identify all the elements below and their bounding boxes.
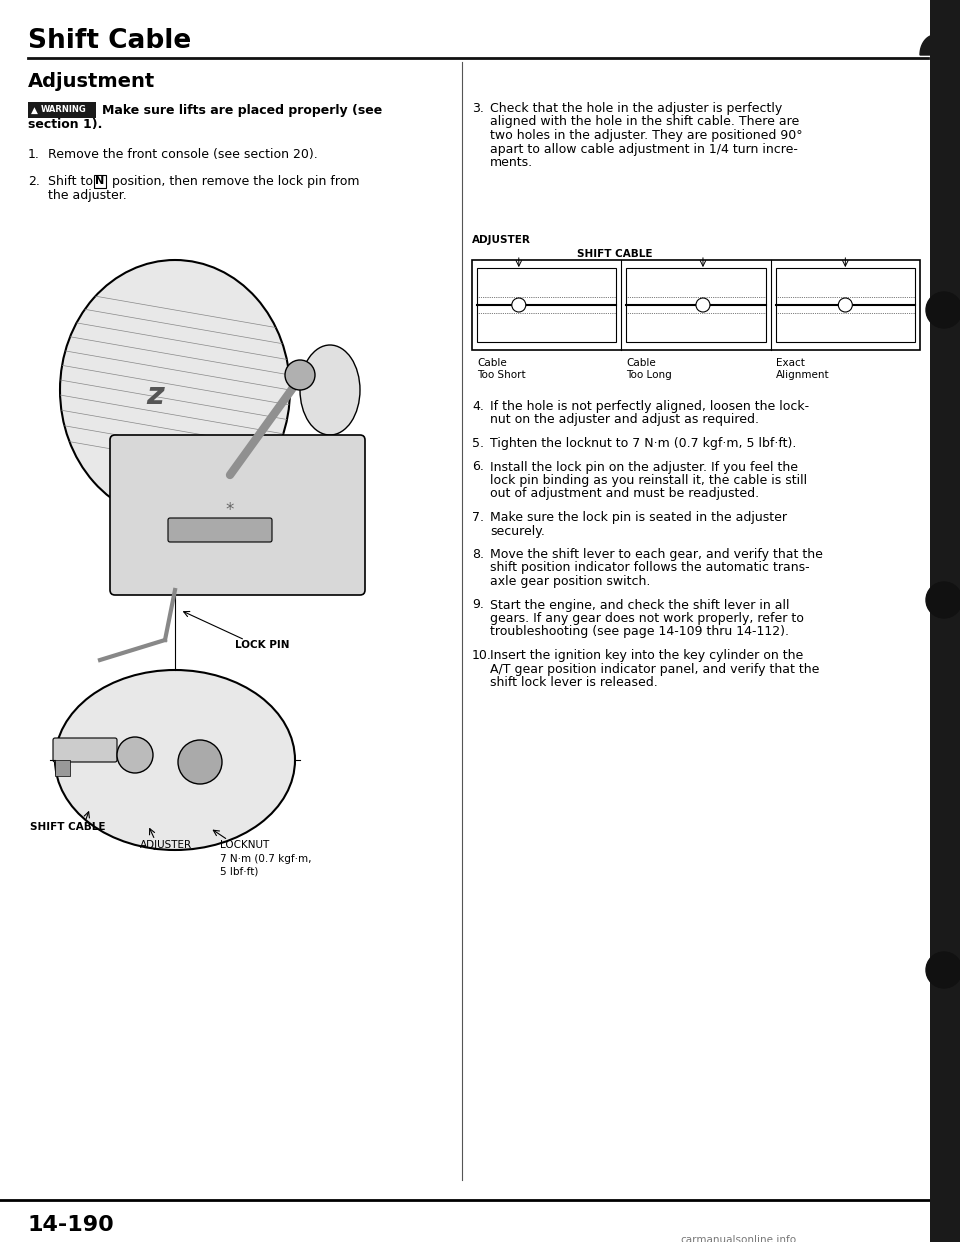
Text: section 1).: section 1). <box>28 118 103 130</box>
Text: Check that the hole in the adjuster is perfectly: Check that the hole in the adjuster is p… <box>490 102 782 116</box>
Text: lock pin binding as you reinstall it, the cable is still: lock pin binding as you reinstall it, th… <box>490 474 807 487</box>
Text: z: z <box>146 380 164 410</box>
Text: out of adjustment and must be readjusted.: out of adjustment and must be readjusted… <box>490 488 759 501</box>
Text: shift position indicator follows the automatic trans-: shift position indicator follows the aut… <box>490 561 809 575</box>
Bar <box>776 268 915 342</box>
Text: If the hole is not perfectly aligned, loosen the lock-: If the hole is not perfectly aligned, lo… <box>490 400 809 414</box>
FancyBboxPatch shape <box>110 435 365 595</box>
FancyBboxPatch shape <box>168 518 272 542</box>
Circle shape <box>178 740 222 784</box>
Text: Tighten the locknut to 7 N·m (0.7 kgf·m, 5 lbf·ft).: Tighten the locknut to 7 N·m (0.7 kgf·m,… <box>490 437 797 450</box>
Text: Start the engine, and check the shift lever in all: Start the engine, and check the shift le… <box>490 599 789 611</box>
Ellipse shape <box>55 669 295 850</box>
Text: 1.: 1. <box>28 148 40 161</box>
Text: A/T gear position indicator panel, and verify that the: A/T gear position indicator panel, and v… <box>490 662 820 676</box>
Circle shape <box>926 582 960 619</box>
Text: Exact: Exact <box>776 358 804 368</box>
FancyBboxPatch shape <box>53 738 117 763</box>
Circle shape <box>512 298 526 312</box>
Text: SHIFT CABLE: SHIFT CABLE <box>30 822 106 832</box>
Text: SHIFT CABLE: SHIFT CABLE <box>577 248 653 260</box>
Text: 14-190: 14-190 <box>28 1215 115 1235</box>
Text: 7.: 7. <box>472 510 484 524</box>
Circle shape <box>926 953 960 987</box>
Text: securely.: securely. <box>490 524 545 538</box>
Text: 8.: 8. <box>472 548 484 561</box>
Text: Shift to: Shift to <box>48 175 97 188</box>
Text: Install the lock pin on the adjuster. If you feel the: Install the lock pin on the adjuster. If… <box>490 461 798 473</box>
Text: 2.: 2. <box>28 175 40 188</box>
Text: Alignment: Alignment <box>776 370 829 380</box>
Text: Insert the ignition key into the key cylinder on the: Insert the ignition key into the key cyl… <box>490 650 804 662</box>
Bar <box>94 175 106 188</box>
Text: Adjustment: Adjustment <box>28 72 156 91</box>
Text: Too Long: Too Long <box>626 370 672 380</box>
Text: 7 N·m (0.7 kgf·m,: 7 N·m (0.7 kgf·m, <box>220 854 311 864</box>
Bar <box>28 102 96 118</box>
Bar <box>472 260 920 350</box>
Text: two holes in the adjuster. They are positioned 90°: two holes in the adjuster. They are posi… <box>490 129 803 142</box>
Text: carmanualsonline.info: carmanualsonline.info <box>680 1235 796 1242</box>
Text: nut on the adjuster and adjust as required.: nut on the adjuster and adjust as requir… <box>490 414 759 426</box>
Text: Remove the front console (see section 20).: Remove the front console (see section 20… <box>48 148 318 161</box>
Text: gears. If any gear does not work properly, refer to: gears. If any gear does not work properl… <box>490 612 804 625</box>
Text: LOCK PIN: LOCK PIN <box>235 640 290 650</box>
Bar <box>55 760 70 776</box>
Text: 4.: 4. <box>472 400 484 414</box>
Text: position, then remove the lock pin from: position, then remove the lock pin from <box>108 175 359 188</box>
Text: troubleshooting (see page 14-109 thru 14-112).: troubleshooting (see page 14-109 thru 14… <box>490 626 789 638</box>
Text: apart to allow cable adjustment in 1/4 turn incre-: apart to allow cable adjustment in 1/4 t… <box>490 143 798 155</box>
Circle shape <box>926 292 960 328</box>
Text: 6.: 6. <box>472 461 484 473</box>
Text: Make sure lifts are placed properly (see: Make sure lifts are placed properly (see <box>102 104 382 117</box>
Text: 3.: 3. <box>472 102 484 116</box>
Text: the adjuster.: the adjuster. <box>48 189 127 202</box>
Bar <box>930 0 960 1242</box>
Text: *: * <box>226 501 234 519</box>
Ellipse shape <box>60 260 290 520</box>
Text: 5 lbf·ft): 5 lbf·ft) <box>220 867 258 877</box>
Text: Cable: Cable <box>626 358 656 368</box>
Text: Too Short: Too Short <box>477 370 526 380</box>
Polygon shape <box>920 35 950 55</box>
Text: ments.: ments. <box>490 156 533 169</box>
Text: Shift Cable: Shift Cable <box>28 29 191 53</box>
Text: Move the shift lever to each gear, and verify that the: Move the shift lever to each gear, and v… <box>490 548 823 561</box>
Circle shape <box>838 298 852 312</box>
Text: axle gear position switch.: axle gear position switch. <box>490 575 650 587</box>
Text: Cable: Cable <box>477 358 507 368</box>
Text: Make sure the lock pin is seated in the adjuster: Make sure the lock pin is seated in the … <box>490 510 787 524</box>
Text: ADJUSTER: ADJUSTER <box>472 235 531 245</box>
Circle shape <box>285 360 315 390</box>
Text: N: N <box>95 176 105 186</box>
Text: 10.: 10. <box>472 650 492 662</box>
Text: aligned with the hole in the shift cable. There are: aligned with the hole in the shift cable… <box>490 116 800 128</box>
Text: LOCKNUT: LOCKNUT <box>220 840 269 850</box>
Text: 5.: 5. <box>472 437 484 450</box>
Bar <box>477 268 616 342</box>
Circle shape <box>696 298 710 312</box>
Text: ADJUSTER: ADJUSTER <box>140 840 192 850</box>
Circle shape <box>117 737 153 773</box>
Text: WARNING: WARNING <box>41 106 86 114</box>
Bar <box>626 268 766 342</box>
Text: shift lock lever is released.: shift lock lever is released. <box>490 676 658 689</box>
Text: ▲: ▲ <box>31 106 37 114</box>
Text: 9.: 9. <box>472 599 484 611</box>
Ellipse shape <box>300 345 360 435</box>
